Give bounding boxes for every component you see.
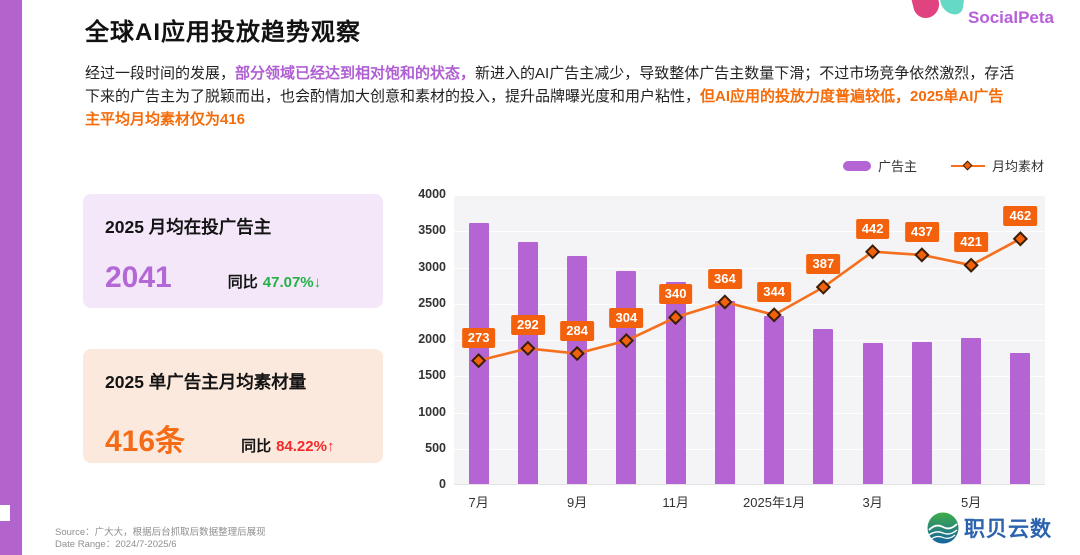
bar-5月: [961, 337, 982, 484]
brand-name: SocialPeta: [968, 8, 1054, 27]
petal-pink-icon: [908, 0, 942, 21]
x-tick-label: 7月: [468, 495, 489, 510]
intro-paragraph: 经过一段时间的发展，部分领域已经达到相对饱和的状态，新进入的AI广告主减少，导致…: [85, 62, 1017, 131]
plot-area: 273 292 284 304 340 364 344 387 442 437 421 462: [454, 195, 1045, 485]
bar-11月: [665, 282, 686, 484]
left-accent-stripe: [0, 0, 22, 555]
bar-2月: [813, 328, 834, 484]
stripe-notch: [0, 505, 10, 521]
bar-3月: [862, 342, 883, 484]
data-point-marker: [618, 333, 635, 349]
bar-12月: [714, 301, 735, 484]
stat-card-advertisers: 2025 月均在投广告主 2041 同比 47.07%↓: [83, 194, 383, 308]
vendor-logo: 职贝云数: [926, 511, 1052, 545]
gridline: [454, 195, 1045, 196]
gridline: [454, 303, 1045, 305]
legend-line-swatch-icon: [951, 160, 986, 171]
data-point-label: 442: [855, 218, 890, 239]
y-tick-label: 4000: [418, 187, 446, 201]
gridline: [454, 448, 1045, 450]
data-point-label: 284: [560, 320, 594, 341]
date-range-line: Date Range：2024/7-2025/6: [55, 539, 177, 550]
vendor-globe-icon: [927, 512, 959, 544]
y-tick-label: 0: [439, 477, 446, 491]
y-tick-label: 1500: [418, 368, 446, 383]
source-line: Source：广大大，根据后台抓取后数据整理后展现: [55, 527, 266, 538]
y-tick-label: 2000: [418, 332, 446, 346]
x-tick-label: 5月: [961, 495, 982, 510]
gridline: [454, 376, 1045, 378]
y-tick-label: 2500: [418, 295, 446, 310]
bar-2025年1月: [764, 315, 785, 484]
line-series: [470, 231, 1029, 369]
legend-bar-swatch-icon: [843, 160, 871, 171]
data-point-marker: [1012, 231, 1029, 247]
gridline: [454, 412, 1045, 414]
page-title: 全球AI应用投放趋势观察: [85, 19, 361, 46]
stat-card-creatives: 2025 单广告主月均素材量 416条 同比 84.22%↑: [83, 349, 383, 463]
stat-card-value: 2041: [105, 261, 172, 294]
intro-seg-3: 新进入的AI广告主减少，导致整体广告主数量下滑；不过市场竞争依然激烈，存活下来的…: [85, 65, 1015, 105]
x-tick-label: 2025年1月: [743, 495, 806, 510]
yoy-label: 同比 47.07%↓: [227, 274, 322, 291]
legend-item-advertisers[interactable]: 广告主: [843, 156, 917, 175]
data-point-marker: [520, 340, 536, 357]
gridline: [454, 340, 1045, 341]
diamond-marker-icon: [962, 160, 973, 170]
data-point-label: 387: [806, 254, 841, 275]
bar-6月: [1010, 352, 1031, 484]
data-point-label: 292: [511, 315, 545, 336]
x-tick-label: 3月: [862, 495, 883, 510]
data-point-marker: [667, 309, 684, 326]
data-point-label: 437: [905, 221, 939, 242]
bar-9月: [567, 256, 588, 484]
data-point-marker: [963, 257, 979, 273]
data-point-label: 344: [757, 281, 791, 302]
data-point-marker: [569, 345, 585, 362]
x-axis: 7月 9月 11月 2025年1月 3月 5月: [454, 492, 1045, 512]
legend-label: 月均素材: [992, 159, 1045, 174]
vendor-name: 职贝云数: [964, 518, 1052, 541]
legend-label: 广告主: [878, 159, 918, 174]
data-point-label: 421: [954, 232, 988, 253]
y-tick-label: 3000: [418, 259, 446, 274]
data-point-label: 462: [1003, 205, 1038, 226]
x-tick-label: 9月: [567, 495, 588, 510]
data-point-marker: [470, 352, 487, 369]
data-point-marker: [717, 294, 733, 310]
stat-card-title: 2025 月均在投广告主: [105, 217, 272, 237]
petal-teal-icon: [938, 0, 966, 16]
y-tick-label: 3500: [418, 223, 446, 238]
stat-card-title: 2025 单广告主月均素材量: [105, 372, 307, 392]
footer-source: Source：广大大，根据后台抓取后数据整理后展现 Date Range：202…: [55, 527, 266, 551]
data-point-label: 304: [609, 307, 644, 328]
data-point-marker: [914, 247, 930, 263]
data-point-marker: [815, 279, 832, 295]
yoy-label: 同比 84.22%↑: [241, 438, 335, 455]
intro-seg-1: 经过一段时间的发展，: [85, 65, 236, 82]
x-tick-label: 11月: [662, 495, 689, 510]
yoy-value: 47.07%↓: [262, 274, 322, 291]
y-tick-label: 1000: [418, 404, 446, 419]
intro-seg-4-highlight: 但AI应用的投放力度普遍较低，2025单AI广告主平均月均素材仅为416: [85, 88, 1004, 128]
data-point-marker: [766, 307, 782, 323]
bar-8月: [517, 241, 538, 484]
chart-legend: 广告主 月均素材: [843, 156, 1044, 175]
stat-card-value: 416条: [105, 425, 186, 458]
gridline: [454, 231, 1045, 233]
data-point-label: 364: [708, 268, 742, 289]
data-point-marker: [864, 244, 881, 260]
y-axis: 0 500 1000 1500 2000 2500 3000 3500 4000: [394, 187, 446, 491]
legend-item-creatives[interactable]: 月均素材: [951, 156, 1044, 175]
yoy-value: 84.22%↑: [276, 438, 335, 455]
gridline: [454, 267, 1045, 269]
intro-seg-2-highlight: 部分领域已经达到相对饱和的状态，: [235, 65, 476, 82]
data-point-label: 273: [461, 327, 496, 348]
data-point-label: 340: [658, 284, 693, 305]
bar-4月: [911, 341, 932, 484]
y-tick-label: 500: [425, 440, 446, 455]
